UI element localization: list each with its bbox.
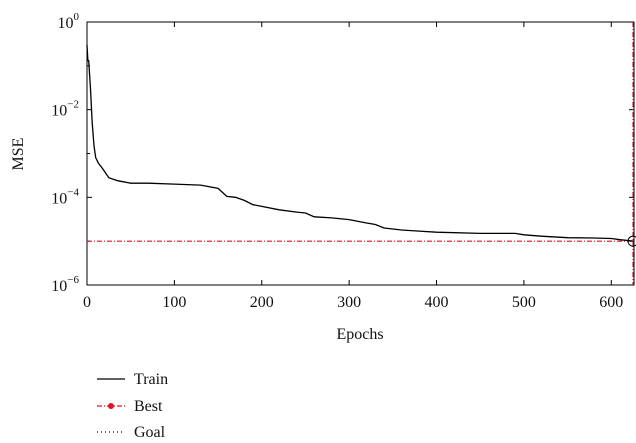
y-axis-title: MSE <box>10 138 27 171</box>
x-tick-label: 600 <box>599 294 623 311</box>
x-tick-label: 400 <box>425 294 449 311</box>
x-tick-label: 0 <box>83 294 91 311</box>
y-tick-label: 10−4 <box>51 186 79 207</box>
x-axis-ticks: 0 100 200 300 400 500 600 <box>83 22 623 311</box>
y-tick-label: 10−2 <box>51 99 79 120</box>
best-markers <box>87 22 634 285</box>
plot-area <box>86 21 635 286</box>
x-tick-label: 300 <box>337 294 361 311</box>
legend-train-label: Train <box>134 371 168 388</box>
best-point-marker <box>627 235 636 247</box>
train-series-line <box>86 44 635 242</box>
x-tick-label: 500 <box>512 294 536 311</box>
x-axis-title: Epochs <box>336 326 383 343</box>
y-tick-label: 10−6 <box>51 274 79 295</box>
y-tick-label: 100 <box>58 11 80 32</box>
x-tick-label: 100 <box>162 294 186 311</box>
legend-best-marker <box>108 403 114 409</box>
legend: Train Best Goal <box>97 371 168 441</box>
x-tick-label: 200 <box>250 294 274 311</box>
legend-best-label: Best <box>134 398 163 415</box>
legend-goal-label: Goal <box>134 424 166 441</box>
